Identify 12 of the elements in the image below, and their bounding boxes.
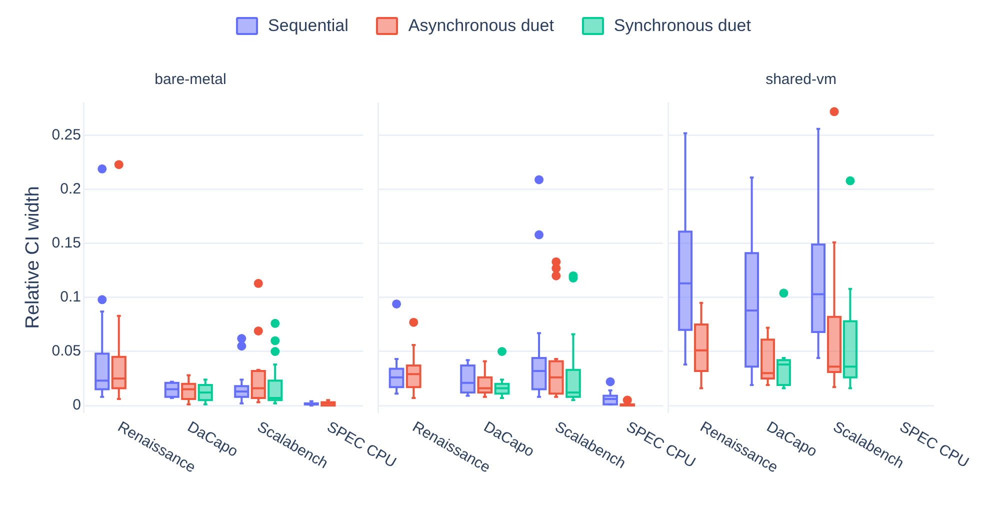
y-tick-label: 0 [72, 396, 81, 414]
legend-label: Sequential [268, 16, 348, 36]
chart-title: bare-metal [154, 71, 226, 88]
chart-title: shared-vm [766, 71, 836, 88]
y-tick-label: 0.1 [60, 288, 81, 306]
y-tick-label: 0.2 [60, 180, 81, 198]
y-axis-title: Relative CI width [22, 186, 44, 329]
y-tick-label: 0.25 [52, 126, 81, 144]
y-tick-label: 0.15 [52, 234, 81, 252]
legend-label: Synchronous duet [614, 16, 751, 36]
y-tick-label: 0.05 [52, 342, 81, 360]
legend-label: Asynchronous duet [408, 16, 554, 36]
